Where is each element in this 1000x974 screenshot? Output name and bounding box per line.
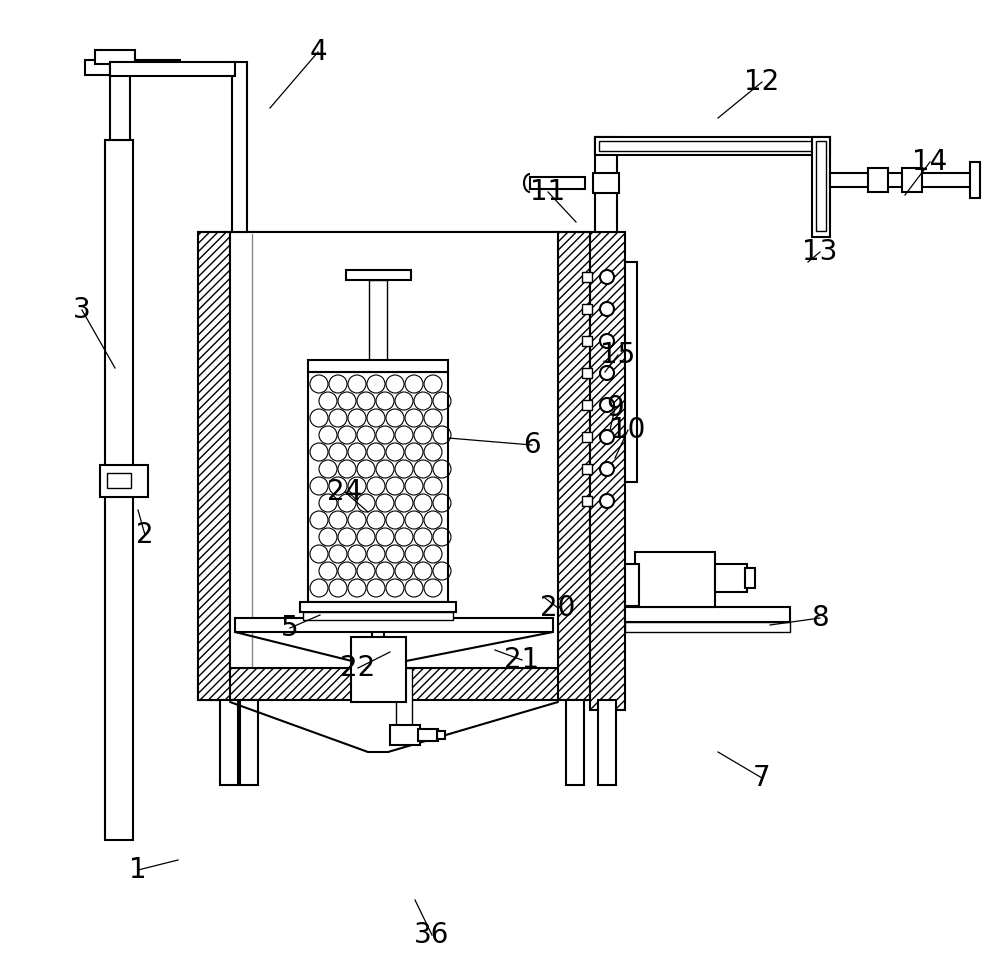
Bar [830,173,978,187]
Bar [300,602,456,612]
Bar [110,62,235,76]
Circle shape [600,302,614,316]
Bar [110,60,130,140]
Text: 10: 10 [610,416,646,444]
Bar [595,137,830,155]
Text: 13: 13 [802,238,838,266]
Bar [351,637,406,702]
Bar [745,568,755,588]
Bar [220,700,238,785]
Text: 7: 7 [753,764,771,792]
Bar [595,137,617,232]
Bar [105,140,133,840]
Bar [582,464,592,474]
Bar [635,552,715,607]
Circle shape [600,398,614,412]
Bar [593,173,619,193]
Bar [308,360,448,372]
Circle shape [600,334,614,348]
Bar [970,162,980,198]
Bar [582,400,592,410]
Text: 9: 9 [606,394,624,422]
Circle shape [600,430,614,444]
Bar [715,564,747,592]
Bar [625,564,639,606]
Text: 2: 2 [136,521,154,549]
Text: 24: 24 [327,478,363,506]
Text: 3: 3 [73,296,91,324]
Bar [240,700,258,785]
Bar [396,668,412,725]
Text: 12: 12 [744,68,780,96]
Bar [566,700,584,785]
Bar [198,232,230,700]
Circle shape [600,494,614,508]
Bar [625,607,790,622]
Text: 5: 5 [281,614,299,642]
Bar [308,372,448,602]
Bar [582,272,592,282]
Bar [107,473,131,488]
Text: 20: 20 [540,594,576,622]
Bar [306,612,450,618]
Text: 1: 1 [129,856,147,884]
Bar [902,168,922,192]
Text: 8: 8 [811,604,829,632]
Circle shape [600,270,614,284]
Bar [198,668,590,700]
Circle shape [600,462,614,476]
Bar [599,141,826,151]
Bar [85,60,180,75]
Bar [816,141,826,231]
Text: 22: 22 [340,654,376,682]
Text: 11: 11 [530,178,566,206]
Bar [95,50,135,64]
Bar [868,168,888,192]
Bar [232,62,247,232]
Bar [235,618,553,632]
Bar [582,304,592,314]
Bar [369,280,387,360]
Bar [582,496,592,506]
Text: 15: 15 [600,341,636,369]
Bar [437,731,445,739]
Text: 6: 6 [523,431,541,459]
Bar [346,270,411,280]
Bar [582,336,592,346]
Bar [625,262,637,482]
Text: 4: 4 [309,38,327,66]
Circle shape [600,366,614,380]
Bar [558,232,590,700]
Bar [530,177,585,189]
Bar [303,612,453,620]
Bar [582,368,592,378]
Bar [812,137,830,237]
Text: 14: 14 [912,148,948,176]
Bar [390,725,420,745]
Bar [590,232,625,710]
Text: 21: 21 [504,646,540,674]
Bar [582,432,592,442]
Bar [100,465,148,497]
Bar [418,729,438,741]
Text: 36: 36 [414,921,450,949]
Bar [625,622,790,632]
Bar [230,232,558,668]
Bar [598,700,616,785]
